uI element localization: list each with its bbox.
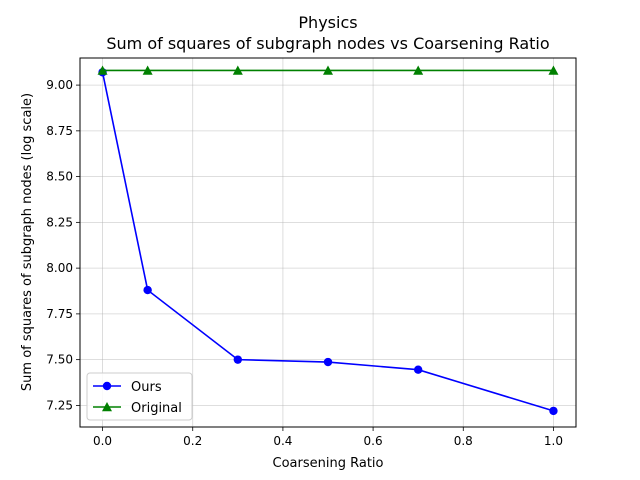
chart-subtitle: Sum of squares of subgraph nodes vs Coar… (106, 34, 549, 53)
y-tick-label: 8.50 (46, 170, 73, 184)
series-ours (98, 68, 558, 416)
plot-area-frame (79, 57, 577, 428)
legend-label: Original (131, 401, 182, 416)
data-point-original (548, 65, 559, 75)
legend-entry-original: Original (93, 401, 182, 416)
y-tick-label: 7.25 (46, 398, 73, 412)
legend-swatch-marker (102, 402, 112, 412)
series-line-ours (101, 72, 554, 412)
y-tick-label: 7.50 (46, 353, 73, 367)
x-tick-label: 0.2 (183, 434, 202, 448)
legend: Ours Original (86, 372, 193, 421)
legend-entry-ours: Ours (93, 380, 162, 395)
data-point-ours (233, 355, 243, 364)
x-tick-label: 0.4 (273, 434, 292, 448)
legend-box (86, 372, 193, 421)
legend-swatch-marker (102, 381, 112, 391)
x-tick-label: 1.0 (544, 434, 563, 448)
x-tick-label: 0.8 (454, 434, 473, 448)
x-tick-label: 0.0 (93, 434, 112, 448)
series-layer (97, 65, 559, 416)
y-tick-label: 8.25 (46, 215, 73, 229)
x-axis-label: Coarsening Ratio (273, 456, 384, 471)
data-point-original (142, 65, 153, 75)
data-point-ours (323, 357, 333, 367)
data-point-original (232, 65, 243, 75)
y-tick-label: 8.00 (46, 261, 73, 275)
axis-ticks: 0.0 0.2 0.4 0.6 0.8 1.0 7.25 7.50 7.75 8.00 8.25 8.… (46, 78, 563, 448)
series-original (97, 65, 559, 75)
y-axis-label: Sum of squares of subgraph nodes (log sc… (20, 93, 35, 391)
data-point-ours (549, 406, 558, 416)
data-point-original (323, 65, 333, 75)
data-point-original (413, 65, 424, 75)
y-tick-label: 7.75 (46, 307, 73, 321)
y-tick-label: 9.00 (46, 78, 73, 92)
x-tick-label: 0.6 (364, 434, 383, 448)
data-point-original (97, 65, 108, 75)
data-point-ours (143, 285, 152, 295)
chart-title: Physics (298, 13, 357, 32)
legend-label: Ours (131, 380, 162, 395)
data-point-ours (413, 365, 423, 374)
grid (80, 58, 576, 427)
y-tick-label: 8.75 (46, 124, 73, 138)
